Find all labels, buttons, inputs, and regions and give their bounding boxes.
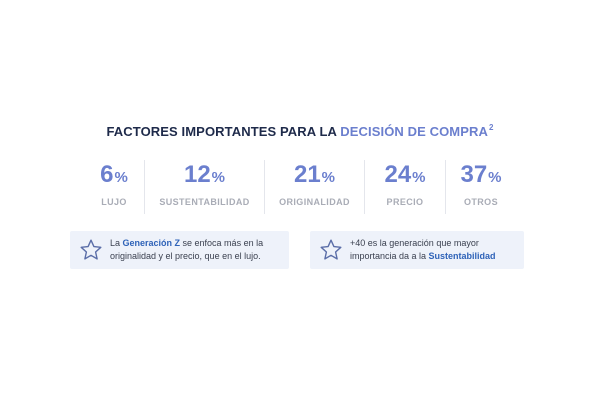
divider — [264, 160, 265, 214]
insight-highlight: Sustentabilidad — [428, 251, 496, 261]
stat-value: 21% — [293, 161, 336, 188]
stat-otros: 37% OTROS — [446, 160, 516, 216]
stat-label: OTROS — [463, 197, 498, 207]
stat-label: LUJO — [101, 197, 127, 207]
star-icon — [80, 239, 102, 260]
stat-label: PRECIO — [386, 197, 424, 207]
stat-value: 12% — [183, 161, 226, 188]
page-title: FACTORES IMPORTANTES PARA LA DECISIÓN DE… — [0, 123, 600, 139]
stat-lujo: 6% LUJO — [84, 160, 144, 216]
title-accent: DECISIÓN DE COMPRA — [340, 124, 488, 139]
stat-value: 24% — [384, 161, 426, 188]
stat-label: SUSTENTABILIDAD — [159, 197, 250, 207]
stat-value: 37% — [460, 161, 502, 188]
divider — [364, 160, 365, 214]
insight-card-40plus: +40 es la generación que mayor importanc… — [310, 231, 524, 269]
stat-precio: 24% PRECIO — [365, 160, 445, 216]
insight-text: La Generación Z se enfoca más en la orig… — [110, 238, 264, 261]
stat-originalidad: 21% ORIGINALIDAD — [265, 160, 364, 216]
title-main: FACTORES IMPORTANTES PARA LA — [106, 124, 337, 139]
insight-card-gen-z: La Generación Z se enfoca más en la orig… — [70, 231, 289, 269]
stats-row: 6% LUJO 12% SUSTENTABILIDAD 21% ORIGINAL… — [84, 160, 516, 216]
divider — [144, 160, 145, 214]
stat-label: ORIGINALIDAD — [279, 197, 350, 207]
star-icon — [320, 239, 342, 260]
insight-text: +40 es la generación que mayor importanc… — [350, 238, 496, 261]
title-footnote-ref: 2 — [488, 123, 494, 132]
stat-sustentabilidad: 12% SUSTENTABILIDAD — [145, 160, 264, 216]
stat-value: 6% — [100, 161, 128, 188]
divider — [445, 160, 446, 214]
insight-highlight: Generación Z — [122, 238, 181, 248]
